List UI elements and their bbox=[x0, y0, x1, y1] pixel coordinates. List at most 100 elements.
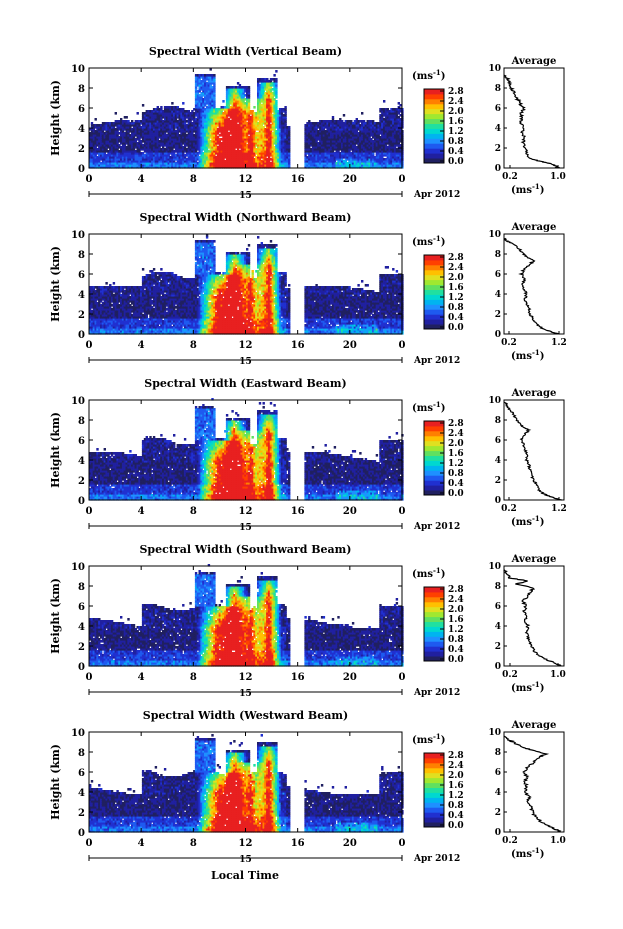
heatmap-cell bbox=[149, 112, 152, 115]
x-tick-label: 12 bbox=[239, 174, 253, 185]
heatmap-cell bbox=[180, 130, 183, 133]
heatmap-cell bbox=[313, 150, 316, 153]
heatmap-cell bbox=[249, 128, 253, 131]
heatmap-cell bbox=[154, 150, 158, 153]
heatmap-cell bbox=[182, 128, 185, 131]
heatmap-cell bbox=[227, 106, 231, 109]
heatmap-cell bbox=[253, 124, 256, 127]
heatmap-cell bbox=[309, 150, 313, 153]
heatmap-cell bbox=[140, 128, 143, 131]
heatmap-cell bbox=[275, 90, 278, 93]
heatmap-cell bbox=[189, 166, 192, 169]
heatmap-cell bbox=[264, 124, 267, 127]
heatmap-cell bbox=[178, 110, 181, 113]
heatmap-cell bbox=[209, 146, 212, 149]
heatmap-cell bbox=[118, 120, 121, 123]
heatmap-cell bbox=[138, 134, 141, 137]
heatmap-cell bbox=[267, 114, 271, 117]
heatmap-cell bbox=[275, 132, 278, 135]
heatmap-cell bbox=[218, 140, 221, 143]
heatmap-cell bbox=[89, 166, 92, 169]
heatmap-cell bbox=[120, 164, 123, 167]
heatmap-cell bbox=[273, 158, 276, 161]
heatmap-cell bbox=[89, 158, 92, 161]
heatmap-cell bbox=[273, 116, 276, 119]
heatmap-cell bbox=[211, 82, 214, 85]
heatmap-cell bbox=[154, 108, 158, 111]
heatmap-cell bbox=[187, 152, 190, 155]
heatmap-cell bbox=[271, 144, 274, 147]
heatmap-cell bbox=[309, 164, 313, 167]
heatmap-cell bbox=[246, 150, 249, 153]
heatmap-cell bbox=[288, 154, 291, 157]
heatmap-cell bbox=[163, 138, 167, 141]
heatmap-cell bbox=[215, 138, 218, 141]
heatmap-cell bbox=[262, 96, 265, 99]
heatmap-cell bbox=[238, 102, 242, 105]
heatmap-cell bbox=[280, 132, 284, 135]
heatmap-cell bbox=[383, 100, 386, 103]
heatmap-cell bbox=[258, 166, 262, 169]
heatmap-cell bbox=[162, 142, 165, 145]
heatmap-cell bbox=[103, 140, 106, 143]
heatmap-cell bbox=[247, 90, 251, 93]
heatmap-cell bbox=[225, 88, 229, 91]
heatmap-cell bbox=[204, 166, 207, 169]
heatmap-cell bbox=[92, 162, 96, 165]
heatmap-cell bbox=[227, 160, 231, 163]
heatmap-cell bbox=[194, 84, 198, 87]
heatmap-cell bbox=[129, 138, 132, 141]
heatmap-cell bbox=[209, 158, 212, 161]
heatmap-cell bbox=[149, 142, 152, 145]
heatmap-cell bbox=[244, 142, 247, 145]
heatmap-cell bbox=[260, 112, 263, 115]
heatmap-cell bbox=[123, 146, 127, 149]
heatmap-cell bbox=[218, 108, 221, 111]
heatmap-cell bbox=[309, 144, 313, 147]
average-y-tick-label: 0 bbox=[495, 164, 501, 174]
heatmap-cell bbox=[110, 158, 114, 161]
heatmap-cell bbox=[136, 112, 139, 115]
heatmap-cell bbox=[211, 102, 214, 105]
heatmap-cell bbox=[236, 146, 240, 149]
heatmap-cell bbox=[235, 94, 238, 97]
heatmap-cell bbox=[198, 126, 201, 129]
heatmap-cell bbox=[304, 124, 307, 127]
heatmap-cell bbox=[127, 142, 130, 145]
heatmap-cell bbox=[134, 138, 137, 141]
heatmap-cell bbox=[277, 162, 280, 165]
heatmap-cell bbox=[225, 106, 229, 109]
heatmap-cell bbox=[180, 132, 183, 135]
heatmap-cell bbox=[187, 142, 190, 145]
heatmap-cell bbox=[211, 148, 214, 151]
heatmap-cell bbox=[306, 140, 309, 143]
heatmap-cell bbox=[158, 124, 161, 127]
heatmap-cell bbox=[129, 166, 132, 169]
heatmap-cell bbox=[257, 136, 260, 139]
heatmap-cell bbox=[151, 164, 154, 167]
heatmap-cell bbox=[194, 138, 198, 141]
heatmap-cell bbox=[258, 162, 262, 165]
heatmap-cell bbox=[167, 156, 170, 159]
heatmap-cell bbox=[260, 84, 263, 87]
heatmap-cell bbox=[211, 150, 214, 153]
heatmap-cell bbox=[240, 142, 243, 145]
heatmap-cell bbox=[284, 116, 287, 119]
heatmap-cell bbox=[200, 162, 203, 165]
heatmap-cell bbox=[98, 138, 101, 141]
heatmap-cell bbox=[163, 112, 167, 115]
heatmap-cell bbox=[92, 134, 96, 137]
heatmap-cell bbox=[224, 116, 227, 119]
heatmap-cell bbox=[320, 166, 324, 169]
heatmap-cell bbox=[262, 136, 265, 139]
heatmap-cell bbox=[309, 140, 313, 143]
heatmap-cell bbox=[118, 160, 121, 163]
heatmap-cell bbox=[209, 96, 212, 99]
heatmap-cell bbox=[249, 144, 253, 147]
heatmap-cell bbox=[207, 98, 211, 101]
heatmap-cell bbox=[191, 160, 194, 163]
heatmap-cell bbox=[269, 150, 273, 153]
heatmap-cell bbox=[105, 126, 108, 129]
average-y-tick-label: 2 bbox=[495, 144, 501, 154]
heatmap-cell bbox=[213, 164, 216, 167]
